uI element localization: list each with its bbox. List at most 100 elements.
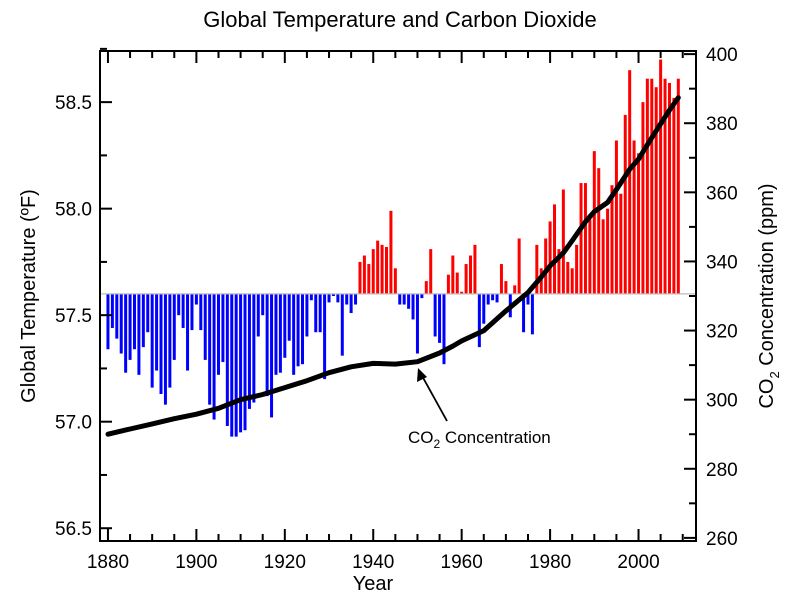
- left-tick-label: 57.0: [55, 413, 92, 434]
- bar-below: [278, 293, 282, 373]
- chart-title: Global Temperature and Carbon Dioxide: [203, 7, 596, 32]
- bar-below: [438, 293, 442, 343]
- bar-above: [561, 189, 565, 294]
- bar-below: [415, 293, 419, 354]
- bar-below: [137, 293, 141, 375]
- bar-above: [385, 247, 389, 294]
- bar-above: [446, 274, 450, 294]
- bar-above: [672, 97, 676, 294]
- bar-above: [676, 78, 680, 294]
- bar-below: [526, 293, 530, 305]
- x-tick-label: 2000: [617, 552, 659, 573]
- bar-above: [566, 261, 570, 294]
- bar-below: [110, 293, 114, 328]
- bar-above: [548, 221, 552, 294]
- bar-above: [597, 168, 601, 294]
- bar-below: [208, 293, 212, 405]
- bar-below: [270, 293, 274, 418]
- bar-above: [570, 268, 574, 294]
- right-axis-title-rest: Concentration (ppm): [756, 183, 778, 371]
- x-tick-label: 1940: [352, 552, 394, 573]
- bar-above: [592, 151, 596, 294]
- bar-below: [146, 293, 150, 333]
- bar-below: [354, 293, 358, 305]
- bar-below: [402, 293, 406, 305]
- bar-above: [513, 285, 517, 294]
- bar-below: [327, 293, 331, 303]
- right-axis-title-main: CO: [756, 379, 778, 409]
- bar-below: [221, 293, 225, 363]
- bar-below: [212, 293, 216, 420]
- bar-above: [659, 59, 663, 294]
- left-tick-label: 57.5: [55, 306, 92, 327]
- x-tick-label: 1880: [87, 552, 129, 573]
- bar-below: [119, 293, 123, 354]
- bar-below: [486, 293, 490, 305]
- right-tick-label: 380: [706, 114, 738, 135]
- bar-below: [247, 293, 251, 409]
- bar-below: [407, 293, 411, 309]
- bar-below: [177, 293, 181, 316]
- bar-above: [619, 193, 623, 294]
- bar-below: [491, 293, 495, 301]
- right-tick-label: 360: [706, 183, 738, 204]
- bar-above: [367, 264, 371, 294]
- bar-below: [398, 293, 402, 305]
- bar-below: [203, 293, 207, 360]
- bar-below: [141, 293, 145, 348]
- co2-annotation: CO2 Concentration: [408, 368, 551, 451]
- bar-below: [155, 293, 159, 371]
- bar-above: [654, 87, 658, 294]
- bar-below: [300, 293, 304, 365]
- bar-above: [614, 140, 618, 294]
- bar-below: [159, 293, 163, 394]
- bar-above: [429, 249, 433, 294]
- bar-above: [393, 268, 397, 294]
- bar-below: [323, 293, 327, 380]
- right-tick-label: 280: [706, 460, 738, 481]
- bar-above: [623, 114, 627, 294]
- bar-below: [331, 293, 335, 296]
- bar-below: [190, 293, 194, 331]
- bar-below: [132, 293, 136, 350]
- bar-below: [181, 293, 185, 328]
- bar-below: [106, 293, 110, 350]
- bar-above: [517, 238, 521, 294]
- bar-below: [305, 293, 309, 337]
- right-tick-label: 320: [706, 322, 738, 343]
- bar-below: [411, 293, 415, 320]
- left-tick-label: 58.5: [55, 93, 92, 114]
- bar-above: [667, 82, 671, 294]
- bar-below: [345, 293, 349, 305]
- bar-above: [504, 281, 508, 294]
- bar-below: [340, 293, 344, 356]
- bar-below: [115, 293, 119, 339]
- bar-below: [287, 293, 291, 341]
- bar-below: [477, 293, 481, 348]
- co2-line: [105, 95, 681, 437]
- right-tick-label: 400: [706, 45, 738, 66]
- bar-below: [265, 293, 269, 397]
- bar-below: [225, 293, 229, 426]
- left-axis-title: Global Temperature (ºF): [18, 189, 40, 403]
- bar-below: [261, 293, 265, 316]
- bar-below: [283, 293, 287, 358]
- bar-below: [309, 293, 313, 301]
- annotation-arrow-line: [420, 373, 448, 422]
- bar-below: [256, 293, 260, 337]
- x-tick-label: 1960: [441, 552, 483, 573]
- bar-above: [473, 244, 477, 294]
- right-tick-label: 260: [706, 529, 738, 550]
- bar-below: [186, 293, 190, 371]
- bar-above: [544, 238, 548, 294]
- bar-above: [469, 255, 473, 294]
- bar-below: [522, 293, 526, 333]
- bar-below: [199, 293, 203, 331]
- bar-above: [579, 183, 583, 294]
- bar-above: [601, 219, 605, 294]
- annotation-label: CO2 Concentration: [408, 428, 551, 451]
- bar-below: [433, 293, 437, 337]
- bar-above: [650, 78, 654, 294]
- bar-above: [358, 261, 362, 294]
